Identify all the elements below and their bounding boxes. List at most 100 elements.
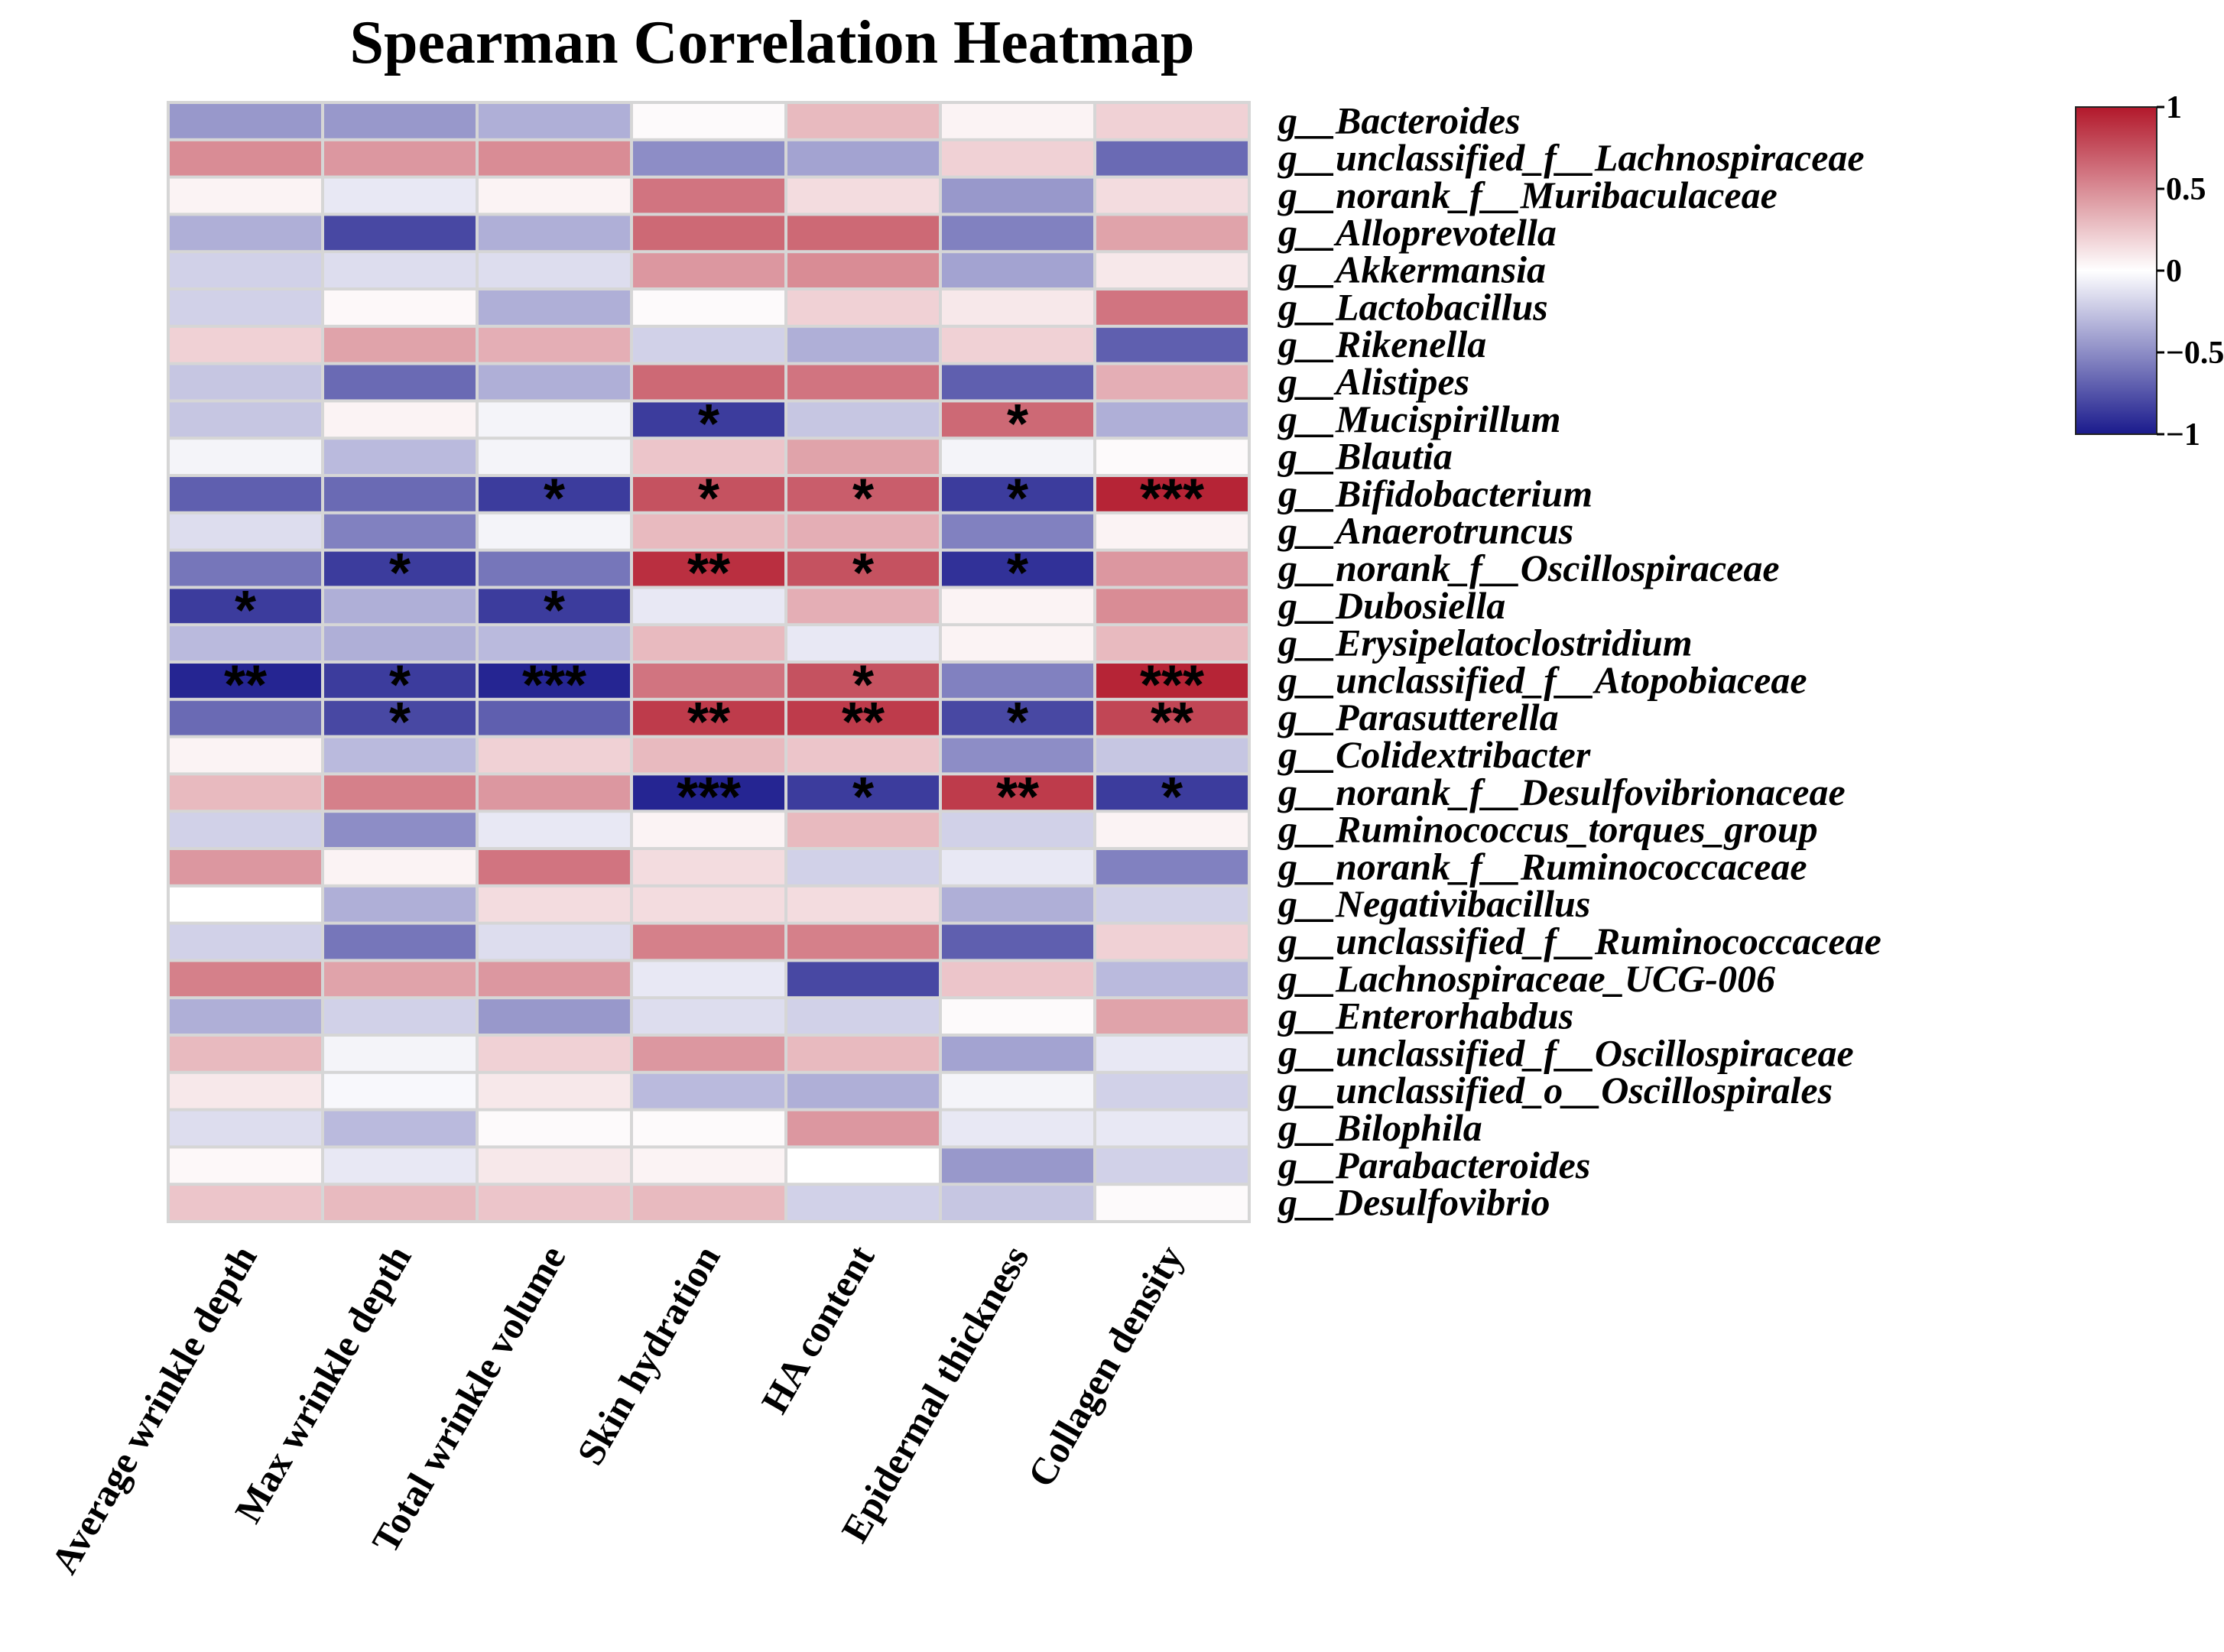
heatmap-cell — [479, 1037, 630, 1071]
heatmap-cell — [324, 1148, 476, 1183]
heatmap-cells: * ** * * * **** ** * ** *** * *** * **** ** ** * ***** * **… — [167, 101, 1251, 1223]
heatmap-cell — [942, 290, 1093, 325]
heatmap-cell — [633, 141, 784, 176]
heatmap-cell — [479, 1111, 630, 1146]
heatmap-cell — [787, 813, 939, 847]
heatmap-cell — [479, 589, 630, 624]
row-label: g__unclassified_f__Ruminococcaceae — [1278, 920, 1881, 962]
row-label: g__Ruminococcus_torques_group — [1278, 808, 1818, 851]
heatmap-cell — [633, 626, 784, 660]
row-label: g__unclassified_f__Lachnospiraceae — [1278, 136, 1865, 179]
heatmap-cell — [633, 178, 784, 213]
heatmap-cell — [787, 440, 939, 474]
heatmap-cell — [787, 626, 939, 660]
row-label: g__Desulfovibrio — [1278, 1181, 1550, 1224]
heatmap-cell — [479, 216, 630, 251]
heatmap-cell — [1096, 1073, 1248, 1108]
heatmap-cell — [479, 664, 630, 698]
heatmap-cell — [633, 1037, 784, 1071]
colorbar-tick-label: −1 — [2166, 417, 2200, 453]
heatmap-cell — [1096, 664, 1248, 698]
heatmap-cell — [942, 514, 1093, 549]
heatmap-cell — [787, 1037, 939, 1071]
heatmap-cell — [1096, 514, 1248, 549]
heatmap-cell — [942, 775, 1093, 810]
row-label: g__norank_f__Desulfovibrionaceae — [1278, 771, 1846, 813]
heatmap-cell — [1096, 1186, 1248, 1220]
heatmap-cell — [1096, 1111, 1248, 1146]
heatmap-cell — [170, 700, 321, 735]
column-label: Skin hydration — [569, 1238, 729, 1472]
heatmap-cell — [633, 551, 784, 586]
heatmap-cell — [324, 216, 476, 251]
heatmap-cell — [170, 253, 321, 287]
row-label: g__unclassified_f__Oscillospiraceae — [1278, 1031, 1854, 1074]
heatmap-cell — [1096, 216, 1248, 251]
heatmap-cell — [787, 589, 939, 624]
column-label: Collagen density — [1019, 1238, 1192, 1495]
heatmap-cell — [787, 514, 939, 549]
heatmap-cell — [479, 924, 630, 959]
heatmap-cell — [170, 775, 321, 810]
heatmap-cell — [787, 253, 939, 287]
heatmap-cell — [633, 253, 784, 287]
heatmap-cell — [170, 514, 321, 549]
heatmap-cell — [633, 1186, 784, 1220]
heatmap-cell — [633, 664, 784, 698]
heatmap-cell — [170, 551, 321, 586]
heatmap-cell — [633, 327, 784, 362]
heatmap-cell — [787, 1111, 939, 1146]
heatmap-cell — [787, 290, 939, 325]
heatmap-cell — [170, 365, 321, 400]
heatmap-cell — [324, 626, 476, 660]
heatmap-cell — [479, 514, 630, 549]
heatmap-cell — [170, 850, 321, 884]
row-label: g__Erysipelatoclostridium — [1278, 622, 1693, 664]
heatmap-cell — [942, 402, 1093, 437]
heatmap-cell — [633, 962, 784, 997]
heatmap-cell — [1096, 104, 1248, 138]
colorbar-tick-label: 0.5 — [2166, 172, 2206, 207]
heatmap-cell — [1096, 178, 1248, 213]
heatmap-cell — [324, 999, 476, 1034]
heatmap-cell — [170, 664, 321, 698]
heatmap-cell — [1096, 589, 1248, 624]
heatmap-cell — [787, 477, 939, 511]
heatmap-cell — [787, 775, 939, 810]
heatmap-cell — [787, 365, 939, 400]
heatmap-cell — [942, 365, 1093, 400]
row-label: g__Colidextribacter — [1278, 733, 1591, 776]
heatmap-cell — [479, 141, 630, 176]
heatmap-cell — [170, 104, 321, 138]
row-label: g__Bifidobacterium — [1278, 472, 1593, 514]
heatmap-cell — [479, 626, 630, 660]
heatmap-cell — [479, 477, 630, 511]
heatmap-cell — [1096, 365, 1248, 400]
heatmap-cell — [324, 962, 476, 997]
heatmap-cell — [170, 216, 321, 251]
heatmap-cell — [170, 589, 321, 624]
heatmap-cell — [942, 1111, 1093, 1146]
heatmap-cell — [1096, 775, 1248, 810]
heatmap-cell — [942, 253, 1093, 287]
heatmap-cell — [324, 850, 476, 884]
heatmap-frame — [167, 101, 1251, 1223]
heatmap-cell — [1096, 1037, 1248, 1071]
row-label: g__Mucispirillum — [1278, 398, 1561, 440]
heatmap-cell — [633, 440, 784, 474]
heatmap-cell — [633, 813, 784, 847]
heatmap-cell — [787, 738, 939, 773]
heatmap-cell — [324, 775, 476, 810]
heatmap-cell — [1096, 440, 1248, 474]
heatmap-cell — [1096, 738, 1248, 773]
heatmap-cell — [170, 141, 321, 176]
heatmap-cell — [942, 141, 1093, 176]
heatmap-cell — [633, 887, 784, 922]
colorbar-tick-label: 0 — [2166, 254, 2182, 289]
heatmap-cell — [787, 1186, 939, 1220]
row-label: g__norank_f__Oscillospiraceae — [1278, 547, 1780, 589]
heatmap-cell — [1096, 813, 1248, 847]
row-label: g__Lachnospiraceae_UCG-006 — [1278, 957, 1775, 1000]
heatmap-cell — [942, 104, 1093, 138]
heatmap-cell — [324, 104, 476, 138]
